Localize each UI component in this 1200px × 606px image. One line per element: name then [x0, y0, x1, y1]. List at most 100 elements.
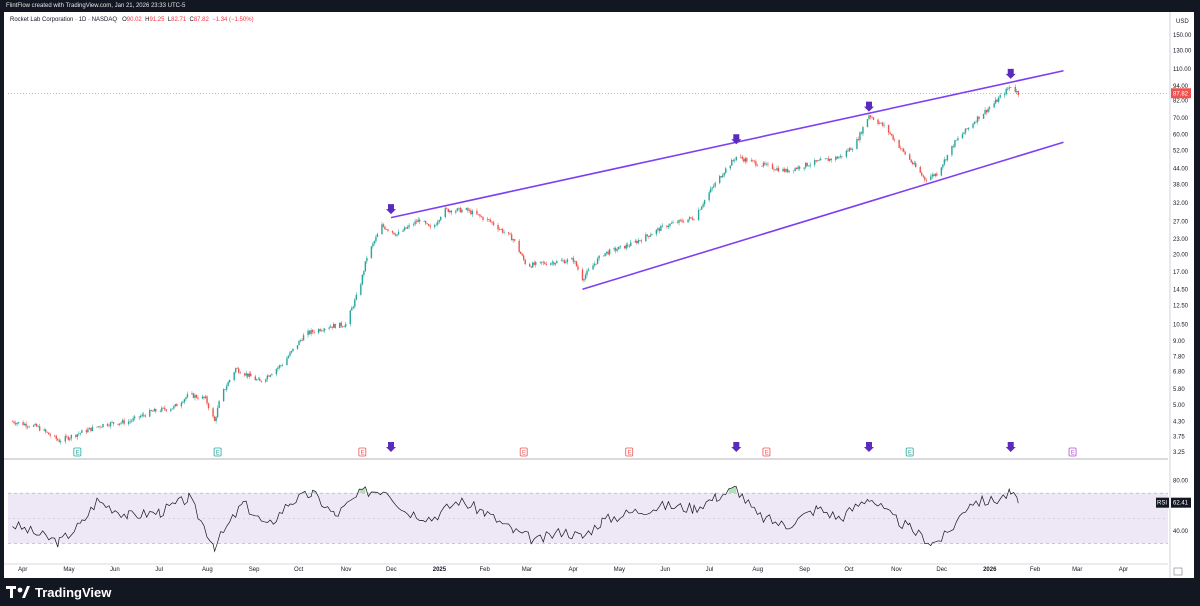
- candle-body: [88, 427, 91, 430]
- candle-body: [381, 224, 383, 235]
- candle-body: [406, 226, 409, 229]
- candle-body: [814, 160, 816, 165]
- candle-body: [566, 259, 569, 262]
- top-down-arrow-icon[interactable]: [1005, 68, 1016, 79]
- x-tick-label: Jul: [155, 567, 163, 573]
- top-down-arrow-icon[interactable]: [731, 134, 742, 145]
- earnings-event-icon[interactable]: [213, 447, 222, 457]
- candle-body: [993, 103, 995, 108]
- candle-body: [703, 200, 706, 205]
- candle-body: [127, 421, 130, 424]
- candle-body: [522, 255, 525, 260]
- candle-body: [290, 350, 293, 353]
- candle-body: [227, 382, 229, 387]
- y-tick-label: 32.00: [1173, 201, 1189, 207]
- timeline-down-arrow-icon[interactable]: [863, 442, 874, 452]
- candle-body: [807, 165, 810, 167]
- candle-body: [771, 164, 774, 170]
- candle-body: [233, 372, 235, 380]
- tradingview-logo[interactable]: TradingView: [6, 583, 111, 601]
- candle-body: [797, 166, 799, 170]
- earnings-event-icon[interactable]: [519, 447, 528, 457]
- earnings-event-icon[interactable]: [905, 447, 914, 457]
- brand-label: TradingView: [35, 584, 112, 600]
- y-tick-label: 9.00: [1173, 339, 1185, 345]
- candle-body: [355, 294, 358, 300]
- candle-body: [976, 116, 979, 122]
- candle-body: [682, 221, 685, 223]
- candle-body: [850, 148, 852, 150]
- candle-body: [614, 248, 617, 251]
- timeline-down-arrow-icon[interactable]: [1005, 442, 1016, 452]
- candle-body: [761, 165, 763, 167]
- candle-body: [75, 435, 77, 437]
- candle-body: [773, 169, 775, 170]
- candle-body: [963, 132, 965, 135]
- earnings-event-icon[interactable]: [762, 447, 771, 457]
- candle-body: [676, 222, 679, 223]
- candle-body: [587, 269, 590, 271]
- x-tick-label: Mar: [522, 567, 532, 573]
- channel-lower-line[interactable]: [582, 141, 1064, 291]
- candle-body: [571, 258, 573, 260]
- candle-body: [162, 407, 165, 409]
- candle-body: [709, 188, 712, 193]
- y-tick-label: 27.00: [1173, 220, 1189, 226]
- top-down-arrow-icon[interactable]: [385, 204, 396, 215]
- candle-body: [741, 156, 744, 159]
- candle-body: [212, 408, 214, 417]
- channel-upper-line[interactable]: [390, 69, 1064, 219]
- candle-body: [354, 299, 356, 307]
- earnings-event-icon[interactable]: [625, 447, 634, 457]
- attribution-bar: FlintFlow created with TradingView.com, …: [0, 0, 1200, 12]
- candle-body: [498, 229, 501, 230]
- candle-body: [446, 208, 448, 209]
- candle-body: [792, 170, 795, 172]
- candle-body: [213, 416, 216, 421]
- candle-body: [155, 409, 157, 412]
- candle-body: [405, 227, 407, 229]
- candle-body: [1016, 90, 1018, 92]
- earnings-event-icon[interactable]: [358, 447, 367, 457]
- candle-body: [583, 279, 585, 281]
- candle-body: [708, 192, 710, 201]
- candle-body: [268, 375, 270, 377]
- candle-body: [946, 154, 949, 161]
- timeline-down-arrow-icon[interactable]: [385, 442, 396, 452]
- candle-body: [835, 156, 837, 160]
- candle-body: [440, 216, 442, 221]
- earnings-event-icon[interactable]: [1068, 447, 1077, 457]
- earnings-event-label: E: [76, 451, 80, 457]
- candle-body: [519, 251, 522, 254]
- x-tick-label: Sep: [249, 567, 260, 573]
- x-tick-label: Dec: [386, 567, 397, 573]
- candle-body: [649, 235, 652, 237]
- axis-settings-icon[interactable]: [1173, 567, 1183, 576]
- candle-body: [785, 168, 787, 172]
- top-down-arrow-icon[interactable]: [863, 101, 874, 112]
- earnings-event-icon[interactable]: [73, 447, 82, 457]
- candle-body: [461, 209, 463, 213]
- candle-body: [554, 263, 557, 265]
- candle-body: [624, 245, 626, 249]
- earnings-event-label: E: [361, 451, 365, 457]
- candle-body: [919, 166, 921, 173]
- candle-body: [533, 262, 535, 265]
- timeline-down-arrow-icon[interactable]: [731, 442, 742, 452]
- candle-body: [450, 210, 453, 213]
- candle-body: [862, 127, 864, 134]
- candle-body: [720, 176, 722, 178]
- x-tick-label: Jul: [706, 567, 714, 573]
- candle-body: [489, 219, 492, 222]
- candle-body: [396, 234, 398, 236]
- candle-body: [313, 332, 315, 333]
- candle-body: [342, 326, 344, 327]
- candle-body: [334, 323, 336, 328]
- candle-body: [732, 159, 734, 161]
- candle-body: [679, 219, 682, 221]
- candle-body: [112, 422, 115, 424]
- low-label: L: [167, 17, 172, 23]
- candle-body: [605, 251, 608, 254]
- candle-body: [503, 232, 505, 233]
